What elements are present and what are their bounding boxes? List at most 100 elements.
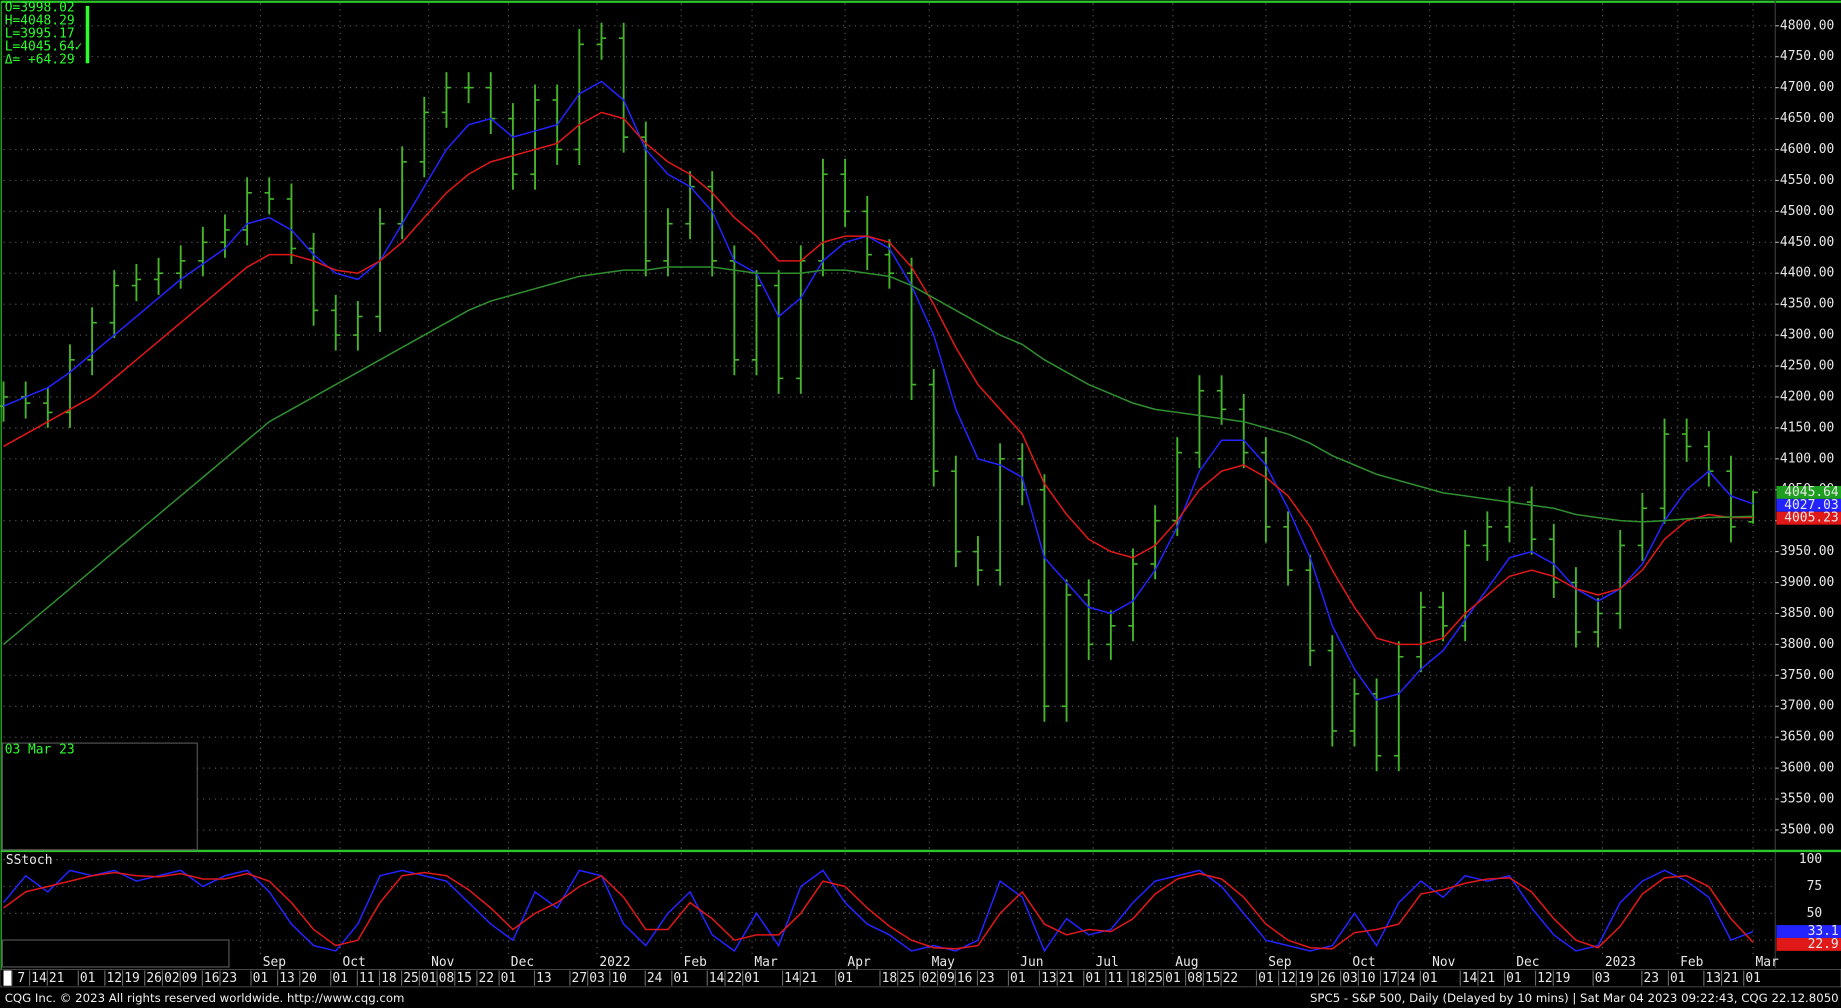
x-tick-label: 13 — [1041, 971, 1057, 986]
x-tick-label: 02 — [921, 971, 937, 986]
x-tick-label: 7 — [17, 971, 25, 986]
x-tick-label: 10 — [611, 971, 627, 986]
x-tick-label: 09 — [182, 971, 198, 986]
y-tick-label: 4100.00 — [1780, 451, 1834, 466]
last-value-tag — [1776, 511, 1841, 525]
month-label: Sep — [263, 955, 286, 970]
y-tick-label: 3950.00 — [1780, 544, 1834, 559]
month-label: Nov — [1432, 955, 1456, 970]
y-tick-label: 4150.00 — [1780, 420, 1834, 435]
x-tick-label: 21 — [49, 971, 65, 986]
y-tick-label: 3600.00 — [1780, 761, 1834, 776]
x-tick-label: 18 — [1130, 971, 1146, 986]
last-value-tag — [1776, 925, 1841, 938]
x-tick-label: 01 — [80, 971, 96, 986]
last-value-tag — [1776, 937, 1841, 951]
x-tick-label: 14 — [784, 971, 800, 986]
x-tick-label: 12 — [1280, 971, 1296, 986]
month-label: Feb — [1680, 955, 1703, 970]
x-tick-label: 03 — [589, 971, 605, 986]
moving-average-line — [3, 111, 1754, 646]
month-label: Nov — [431, 955, 455, 970]
y-tick-label: 100 — [1799, 852, 1822, 867]
date-strip-marker — [3, 970, 12, 986]
readout-line: O=3998.02 — [5, 1, 75, 16]
x-tick-label: 11 — [1108, 971, 1124, 986]
y-tick-label: 4750.00 — [1780, 49, 1834, 64]
y-tick-label: 50 — [1807, 906, 1823, 921]
x-tick-label: 23 — [222, 971, 238, 986]
x-tick-label: 25 — [403, 971, 419, 986]
month-label: Dec — [511, 955, 534, 970]
y-tick-label: 4250.00 — [1780, 359, 1834, 374]
x-tick-label: 13 — [536, 971, 552, 986]
x-tick-label: 24 — [1400, 971, 1416, 986]
y-tick-label: 3700.00 — [1780, 699, 1834, 714]
readout-line: L=3995.17 — [5, 26, 75, 41]
x-tick-label: 01 — [253, 971, 269, 986]
stoch-readout-box — [1, 939, 230, 968]
x-tick-label: 01 — [1422, 971, 1438, 986]
month-label: Jun — [1020, 955, 1043, 970]
month-label: Apr — [847, 955, 871, 970]
month-label: Dec — [1516, 955, 1539, 970]
x-tick-label: 01 — [1165, 971, 1181, 986]
x-tick-label: 21 — [1480, 971, 1496, 986]
readout-box — [1, 742, 198, 851]
last-value-label: 4027.03 — [1784, 498, 1838, 513]
y-tick-label: 3500.00 — [1780, 822, 1834, 837]
x-tick-label: 11 — [359, 971, 375, 986]
y-tick-label: 4550.00 — [1780, 173, 1834, 188]
x-tick-label: 01 — [421, 971, 437, 986]
x-tick-label: 25 — [1147, 971, 1163, 986]
x-tick-label: 01 — [1745, 971, 1761, 986]
moving-average-line — [3, 266, 1754, 645]
last-value-label: 4005.23 — [1784, 511, 1838, 526]
month-label: 2023 — [1605, 955, 1636, 970]
y-tick-label: 4600.00 — [1780, 142, 1834, 157]
x-tick-label: 14 — [31, 971, 47, 986]
x-tick-label: 01 — [332, 971, 348, 986]
y-tick-label: 4350.00 — [1780, 297, 1834, 312]
x-tick-label: 08 — [439, 971, 455, 986]
x-tick-label: 26 — [1320, 971, 1336, 986]
y-tick-label: 4450.00 — [1780, 235, 1834, 250]
y-tick-label: 3900.00 — [1780, 575, 1834, 590]
month-label: Jul — [1095, 955, 1118, 970]
y-tick-label: 3850.00 — [1780, 606, 1834, 621]
x-tick-label: 22 — [727, 971, 743, 986]
y-tick-label: 75 — [1807, 879, 1823, 894]
x-tick-label: 01 — [837, 971, 853, 986]
x-tick-label: 03 — [1595, 971, 1611, 986]
y-tick-label: 4800.00 — [1780, 18, 1834, 33]
month-label: Oct — [342, 955, 365, 970]
footer-status: SPC5 - S&P 500, Daily (Delayed by 10 min… — [1310, 991, 1839, 1005]
month-label: Feb — [684, 955, 707, 970]
oscillator-line — [3, 871, 1754, 950]
x-tick-label: 01 — [673, 971, 689, 986]
x-tick-label: 21 — [802, 971, 818, 986]
x-tick-label: 01 — [1258, 971, 1274, 986]
x-tick-label: 15 — [1205, 971, 1221, 986]
y-tick-label: 3650.00 — [1780, 730, 1834, 745]
x-tick-label: 01 — [1670, 971, 1686, 986]
x-tick-label: 02 — [164, 971, 180, 986]
y-tick-label: 4400.00 — [1780, 266, 1834, 281]
x-tick-label: 01 — [1506, 971, 1522, 986]
footer-copyright: CQG Inc. © 2023 All rights reserved worl… — [5, 991, 405, 1005]
x-tick-label: 18 — [381, 971, 397, 986]
last-value-tag — [1776, 485, 1841, 499]
x-tick-label: 01 — [1010, 971, 1026, 986]
month-label: Mar — [1755, 955, 1779, 970]
readout-date: 03 Mar 23 — [5, 743, 75, 758]
y-tick-label: 4500.00 — [1780, 204, 1834, 219]
x-tick-label: 19 — [124, 971, 140, 986]
stoch-title: SStoch — [6, 853, 53, 868]
month-label: Oct — [1352, 955, 1375, 970]
x-tick-label: 24 — [647, 971, 663, 986]
x-tick-label: 18 — [882, 971, 898, 986]
readout-bar — [85, 5, 90, 64]
x-tick-label: 21 — [1723, 971, 1739, 986]
month-label: Aug — [1175, 955, 1198, 970]
readout-line: H=4048.29 — [5, 14, 75, 29]
